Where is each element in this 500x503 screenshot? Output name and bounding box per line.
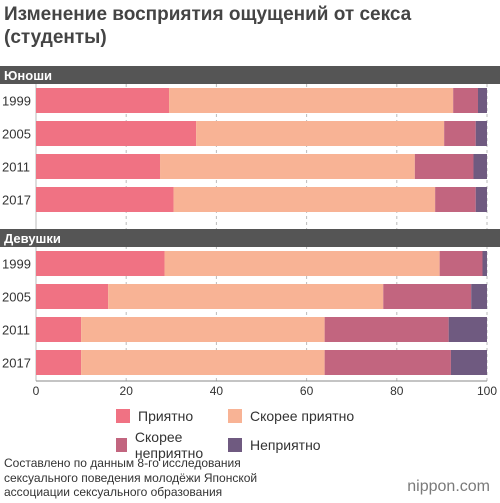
category-label-1-2005: 2005 bbox=[2, 290, 31, 305]
legend-label-rather-unpleasant: Скорее неприятно bbox=[134, 429, 204, 461]
category-label-0-2011: 2011 bbox=[2, 160, 30, 175]
legend-item-unpleasant: Неприятно bbox=[228, 429, 416, 461]
x-tick-label-100: 100 bbox=[477, 384, 497, 398]
bar-1-1999-series-0 bbox=[36, 251, 165, 276]
bar-1-2005-series-0 bbox=[36, 284, 109, 309]
bar-1-1999-series-2 bbox=[439, 251, 483, 276]
legend-swatch-rather-unpleasant bbox=[116, 438, 127, 452]
bar-1-2017-series-3 bbox=[450, 350, 487, 375]
bar-0-1999-series-2 bbox=[453, 88, 478, 113]
bar-1-2011-series-1 bbox=[81, 317, 325, 342]
bar-0-1999-series-3 bbox=[477, 88, 487, 113]
x-tick-label-80: 80 bbox=[390, 384, 404, 398]
bar-0-2011-series-0 bbox=[36, 154, 161, 179]
group-header-label-1: Девушки bbox=[4, 231, 61, 246]
bar-1-2005-series-2 bbox=[383, 284, 472, 309]
bar-0-1999-series-1 bbox=[169, 88, 454, 113]
bar-0-1999-series-0 bbox=[36, 88, 170, 113]
category-label-1-1999: 1999 bbox=[2, 257, 31, 272]
bar-0-2005-series-1 bbox=[196, 121, 445, 146]
stacked-bar-chart: Юноши 1999 2005 2011 2017 Девушки 1999 2005 2011… bbox=[0, 66, 500, 398]
legend: Приятно Скорее приятно Скорее неприятно … bbox=[116, 408, 416, 461]
legend-item-rather-unpleasant: Скорее неприятно bbox=[116, 429, 228, 461]
category-label-0-1999: 1999 bbox=[2, 94, 31, 109]
legend-label-pleasant: Приятно bbox=[138, 408, 194, 424]
x-tick-label-20: 20 bbox=[120, 384, 134, 398]
group-header-label-0: Юноши bbox=[4, 68, 52, 83]
bar-0-2011-series-1 bbox=[160, 154, 415, 179]
source-note: Составлено по данным 8-го исследования с… bbox=[4, 456, 258, 499]
bar-1-2017-series-0 bbox=[36, 350, 82, 375]
bar-0-2011-series-3 bbox=[473, 154, 487, 179]
legend-label-rather-pleasant: Скорее приятно bbox=[250, 408, 355, 424]
x-tick-label-0: 0 bbox=[33, 384, 40, 398]
bar-1-2005-series-3 bbox=[471, 284, 487, 309]
bar-0-2017-series-2 bbox=[435, 187, 476, 212]
x-tick-label-40: 40 bbox=[210, 384, 224, 398]
legend-swatch-unpleasant bbox=[228, 438, 242, 452]
bar-0-2017-series-0 bbox=[36, 187, 174, 212]
group-header-bar-1 bbox=[0, 229, 500, 247]
bar-1-2011-series-3 bbox=[448, 317, 487, 342]
chart-title: Изменение восприятия ощущений от секса (… bbox=[4, 4, 412, 48]
legend-item-rather-pleasant: Скорее приятно bbox=[228, 408, 416, 424]
bar-1-2017-series-2 bbox=[324, 350, 451, 375]
bar-0-2005-series-0 bbox=[36, 121, 197, 146]
category-label-1-2011: 2011 bbox=[2, 323, 30, 338]
brand-logo: nippon.com bbox=[407, 478, 490, 495]
group-header-bar-0 bbox=[0, 66, 500, 84]
bar-0-2005-series-3 bbox=[475, 121, 487, 146]
bar-0-2011-series-2 bbox=[414, 154, 474, 179]
bar-1-2017-series-1 bbox=[81, 350, 325, 375]
x-tick-label-60: 60 bbox=[300, 384, 314, 398]
bar-0-2017-series-3 bbox=[475, 187, 487, 212]
bar-0-2005-series-2 bbox=[444, 121, 476, 146]
bar-1-2005-series-1 bbox=[108, 284, 384, 309]
bar-1-2011-series-2 bbox=[324, 317, 449, 342]
category-label-1-2017: 2017 bbox=[2, 356, 31, 371]
legend-label-unpleasant: Неприятно bbox=[250, 437, 321, 453]
category-label-0-2017: 2017 bbox=[2, 193, 31, 208]
bar-1-2011-series-0 bbox=[36, 317, 82, 342]
legend-item-pleasant: Приятно bbox=[116, 408, 228, 424]
bar-1-1999-series-1 bbox=[164, 251, 440, 276]
bar-0-2017-series-1 bbox=[173, 187, 436, 212]
legend-swatch-rather-pleasant bbox=[228, 409, 242, 423]
bar-1-1999-series-3 bbox=[482, 251, 487, 276]
legend-swatch-pleasant bbox=[116, 409, 130, 423]
category-label-0-2005: 2005 bbox=[2, 127, 31, 142]
